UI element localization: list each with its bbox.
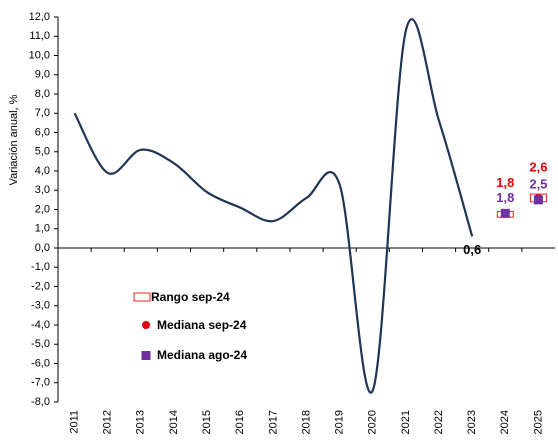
data-label: 2,5	[529, 176, 547, 191]
y-tick-label: 10,0	[29, 49, 50, 61]
data-label: 1,8	[496, 190, 514, 205]
y-tick-label: 4,0	[35, 165, 50, 177]
y-tick-label: 7,0	[35, 107, 50, 119]
x-tick-label: 2018	[300, 410, 312, 434]
median-ago-square	[500, 208, 510, 218]
y-tick-label: 2,0	[35, 203, 50, 215]
y-tick-label: -6,0	[31, 357, 50, 369]
y-tick-label: 8,0	[35, 88, 50, 100]
y-tick-label: -3,0	[31, 300, 50, 312]
y-tick-label: 11,0	[29, 30, 50, 42]
x-tick-label: 2021	[400, 410, 412, 434]
y-tick-label: 9,0	[35, 69, 50, 81]
x-tick-label: 2019	[334, 410, 346, 434]
x-tick-label: 2013	[135, 410, 147, 434]
x-tick-label: 2014	[168, 410, 180, 434]
legend-label: Mediana sep-24	[157, 318, 247, 332]
legend-label: Rango sep-24	[151, 290, 230, 304]
y-tick-label: 1,0	[35, 223, 50, 235]
y-tick-label: 5,0	[35, 146, 50, 158]
legend-swatch	[141, 351, 151, 360]
data-label: 1,8	[496, 175, 514, 190]
data-label: 2,6	[529, 159, 547, 174]
y-tick-label: -8,0	[31, 396, 50, 408]
x-tick-label: 2015	[201, 410, 213, 434]
legend-swatch	[133, 292, 151, 302]
y-tick-label: 12,0	[29, 11, 50, 23]
y-tick-label: -1,0	[31, 261, 50, 273]
x-tick-label: 2012	[102, 410, 114, 434]
y-tick-label: -7,0	[31, 377, 50, 389]
y-tick-label: -2,0	[31, 280, 50, 292]
y-tick-label: -5,0	[31, 338, 50, 350]
x-tick-label: 2017	[267, 410, 279, 434]
y-axis-label: Variación anual, %	[8, 94, 20, 185]
x-tick-label: 2024	[499, 410, 511, 434]
y-tick-label: 6,0	[35, 126, 50, 138]
y-tick-label: -4,0	[31, 319, 50, 331]
y-tick-label: 0,0	[35, 242, 50, 254]
x-tick-label: 2011	[68, 410, 80, 434]
x-tick-label: 2020	[367, 410, 379, 434]
y-tick-label: 3,0	[35, 184, 50, 196]
data-label: 0,6	[463, 242, 481, 257]
line	[73, 18, 474, 394]
x-tick-label: 2023	[466, 410, 478, 434]
legend-label: Mediana ago-24	[157, 348, 247, 362]
x-tick-label: 2022	[433, 410, 445, 434]
x-tick-label: 2016	[234, 410, 246, 434]
median-ago-square	[533, 195, 543, 205]
legend-swatch	[142, 321, 150, 329]
x-tick-label: 2025	[532, 410, 544, 434]
